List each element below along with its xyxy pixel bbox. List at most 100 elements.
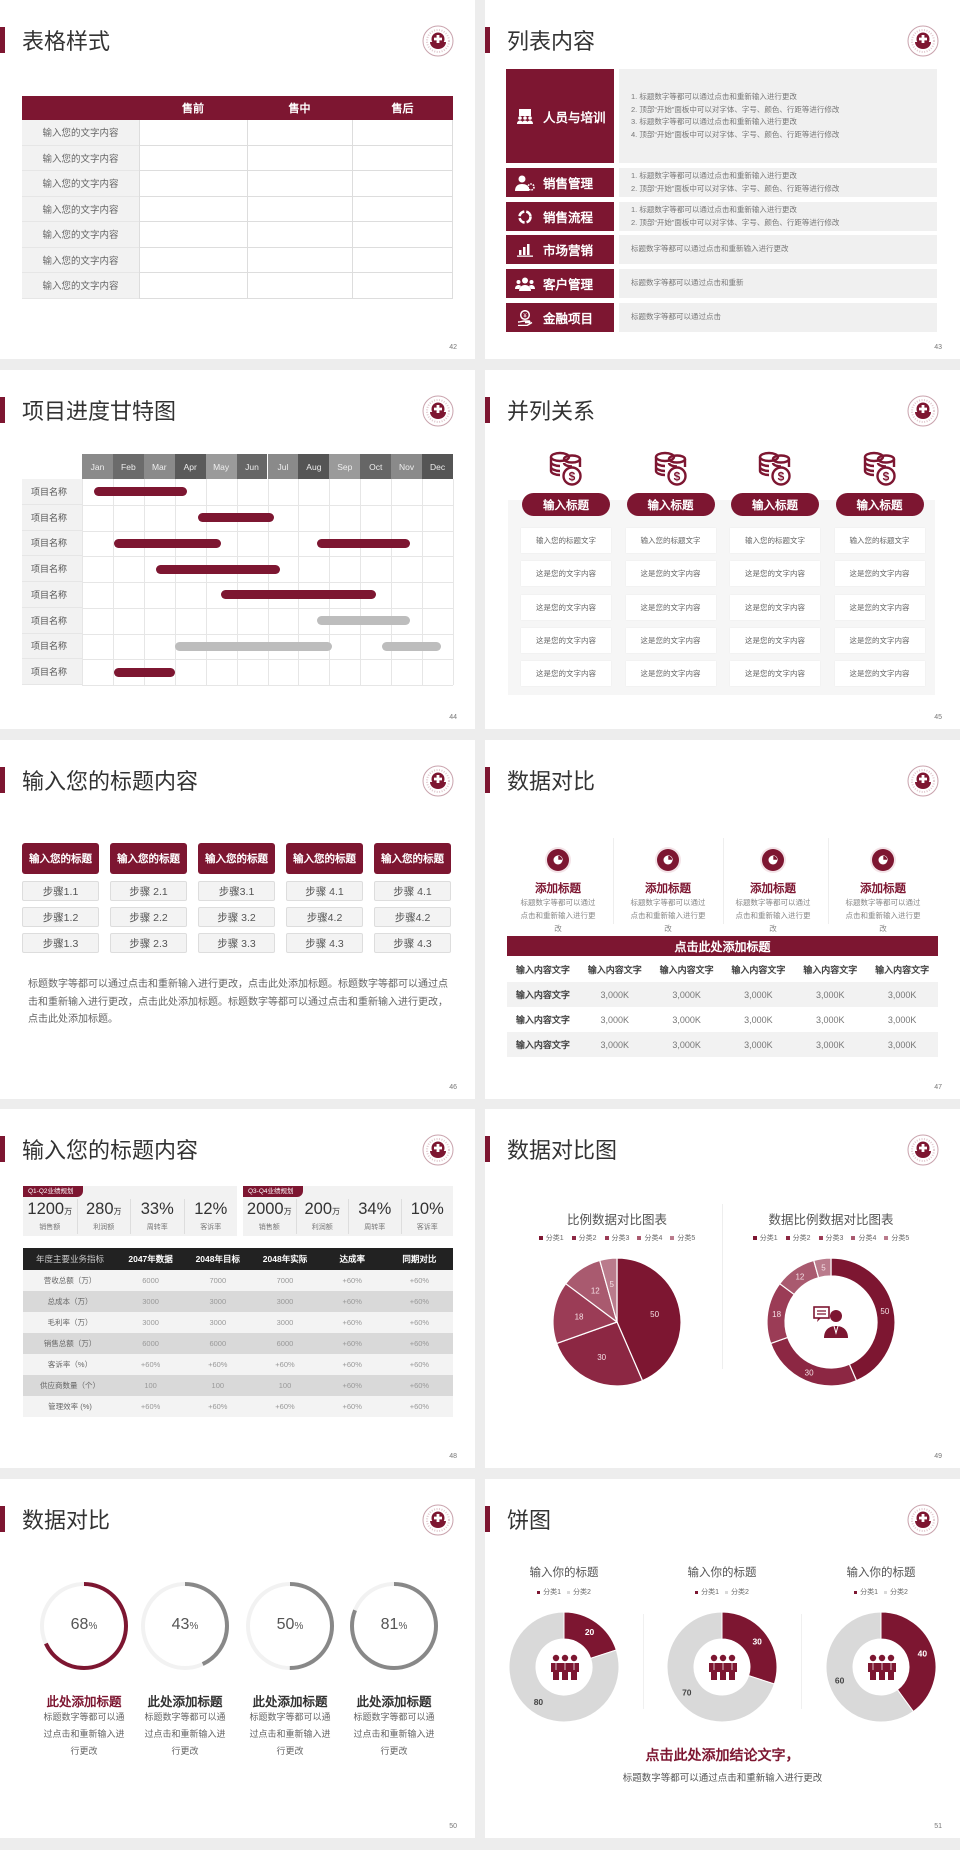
table-cell[interactable] — [139, 247, 247, 273]
step-box[interactable]: 步骤1.3 — [22, 933, 99, 953]
step-box[interactable]: 步骤 4.3 — [286, 933, 363, 953]
table-cell[interactable] — [139, 120, 247, 146]
step-box[interactable]: 步骤 4.1 — [374, 881, 451, 901]
chart-title: 输入你的标题 — [529, 1567, 599, 1579]
column-item[interactable]: 这是您的文字内容 — [730, 561, 820, 586]
gantt-bar[interactable] — [381, 641, 441, 651]
gantt-bar[interactable] — [156, 564, 280, 574]
table-cell[interactable] — [139, 171, 247, 197]
column-item[interactable]: 这是您的文字内容 — [625, 561, 716, 586]
list-item[interactable]: 客户管理 标题数字等都可以通过点击和重新 — [506, 269, 937, 298]
grid-row-line — [82, 685, 453, 686]
table-cell[interactable] — [352, 222, 453, 248]
list-item[interactable]: 销售管理 1. 标题数字等都可以通过点击和重新输入进行更改 2. 顶部“开始”面板中… — [506, 168, 937, 197]
list-item[interactable]: 销售流程 1. 标题数字等都可以通过点击和重新输入进行更改 2. 顶部“开始”面板中… — [506, 202, 937, 231]
table-cell[interactable] — [139, 145, 247, 171]
column-item[interactable]: 这是您的文字内容 — [625, 661, 716, 686]
gantt-bar[interactable] — [197, 513, 274, 523]
column-item[interactable]: 这是您的文字内容 — [834, 661, 925, 686]
column-item[interactable]: 输入您的标题文字 — [834, 528, 925, 553]
table-cell[interactable] — [139, 196, 247, 222]
column-item[interactable]: 这是您的文字内容 — [730, 595, 820, 620]
column-item[interactable]: 这是您的文字内容 — [521, 661, 611, 686]
table-cell[interactable] — [247, 273, 352, 299]
table-cell[interactable] — [352, 171, 453, 197]
step-box[interactable]: 步骤 3.3 — [198, 933, 275, 953]
step-box[interactable]: 步骤 4.1 — [286, 881, 363, 901]
pie-icon — [657, 849, 679, 871]
table-cell[interactable] — [352, 145, 453, 171]
gantt-bar[interactable] — [94, 487, 188, 497]
kpi-label: 客诉率 — [200, 1224, 222, 1231]
column-item[interactable]: 这是您的文字内容 — [834, 595, 925, 620]
table-cell[interactable] — [352, 196, 453, 222]
pie-slice — [616, 1257, 682, 1382]
list-item[interactable]: ¥ 金融项目 标题数字等都可以通过点击 — [506, 303, 937, 332]
column-item[interactable]: 这是您的文字内容 — [625, 628, 716, 653]
gantt-bar[interactable] — [316, 538, 410, 548]
donut-slice — [880, 1611, 937, 1713]
gantt-bar[interactable] — [174, 641, 333, 651]
column-item[interactable]: 这是您的文字内容 — [521, 561, 611, 586]
step-heading[interactable]: 输入您的标题 — [110, 843, 187, 874]
table-cell[interactable] — [139, 222, 247, 248]
step-box[interactable]: 步骤 3.2 — [198, 907, 275, 927]
page-number: 42 — [449, 344, 457, 351]
column-item[interactable]: 这是您的文字内容 — [834, 561, 925, 586]
step-box[interactable]: 步骤 2.1 — [110, 881, 187, 901]
list-item-label: 金融项目 — [543, 312, 594, 326]
gantt-bar[interactable] — [114, 667, 175, 677]
chart-divider — [801, 1614, 802, 1709]
step-heading[interactable]: 输入您的标题 — [22, 843, 99, 874]
column-item[interactable]: 输入您的标题文字 — [521, 528, 611, 553]
list-item-desc-box: 1. 标题数字等都可以通过点击和重新输入进行更改 2. 顶部“开始”面板中可以对字… — [619, 69, 937, 163]
kpi-value: 280 — [85, 1200, 114, 1218]
column-item[interactable]: 这是您的文字内容 — [730, 661, 820, 686]
conclusion-text[interactable]: 点击此处添加结论文字， — [645, 1747, 800, 1763]
pie-slice — [555, 1321, 644, 1387]
table-cell[interactable] — [247, 222, 352, 248]
gantt-bar[interactable] — [221, 590, 376, 600]
step-heading[interactable]: 输入您的标题 — [286, 843, 363, 874]
table-cell[interactable] — [247, 145, 352, 171]
table-cell[interactable] — [247, 196, 352, 222]
column-item[interactable]: 这是您的文字内容 — [521, 628, 611, 653]
step-box[interactable]: 步骤1.2 — [22, 907, 99, 927]
column-item[interactable]: 这是您的文字内容 — [625, 595, 716, 620]
column-item[interactable]: 输入您的标题文字 — [625, 528, 716, 553]
column-heading[interactable]: 输入标题 — [522, 493, 610, 516]
table-cell[interactable] — [247, 247, 352, 273]
column-item[interactable]: 这是您的文字内容 — [521, 595, 611, 620]
column-item[interactable]: 这是您的文字内容 — [834, 628, 925, 653]
step-box[interactable]: 步骤 2.2 — [110, 907, 187, 927]
column-item[interactable]: 输入您的标题文字 — [730, 528, 820, 553]
table-cell[interactable] — [352, 273, 453, 299]
table-cell[interactable] — [352, 120, 453, 146]
column-item[interactable]: 这是您的文字内容 — [730, 628, 820, 653]
ring-desc: 标题数字等都可以通过点击和重新输入进行更改 — [43, 1712, 125, 1756]
table-cell: 100 — [251, 1375, 319, 1396]
column-heading[interactable]: 输入标题 — [835, 493, 924, 516]
list-item[interactable]: 市场营销 标题数字等都可以通过点击和重新输入进行更改 — [506, 235, 937, 264]
table-cell[interactable] — [352, 247, 453, 273]
table-cell[interactable] — [247, 171, 352, 197]
table-cell[interactable] — [139, 273, 247, 299]
gantt-bar[interactable] — [316, 616, 410, 626]
legend-label: 分类2 — [890, 1589, 908, 1596]
column-heading[interactable]: 输入标题 — [626, 493, 715, 516]
step-box[interactable]: 步骤4.2 — [374, 907, 451, 927]
step-heading[interactable]: 输入您的标题 — [374, 843, 451, 874]
gantt-bar[interactable] — [114, 538, 222, 548]
slice-label: 30 — [805, 1368, 814, 1377]
list-item[interactable]: 人员与培训 1. 标题数字等都可以通过点击和重新输入进行更改 2. 顶部“开始”面板… — [506, 69, 937, 163]
table-cell: 3000 — [184, 1312, 252, 1333]
step-heading[interactable]: 输入您的标题 — [198, 843, 275, 874]
step-box[interactable]: 步骤1.1 — [22, 881, 99, 901]
step-box[interactable]: 步骤4.2 — [286, 907, 363, 927]
table-cell[interactable] — [247, 120, 352, 146]
step-box[interactable]: 步骤 2.3 — [110, 933, 187, 953]
page-number: 48 — [449, 1453, 457, 1460]
step-box[interactable]: 步骤 4.3 — [374, 933, 451, 953]
column-heading[interactable]: 输入标题 — [731, 493, 819, 516]
step-box[interactable]: 步骤3.1 — [198, 881, 275, 901]
